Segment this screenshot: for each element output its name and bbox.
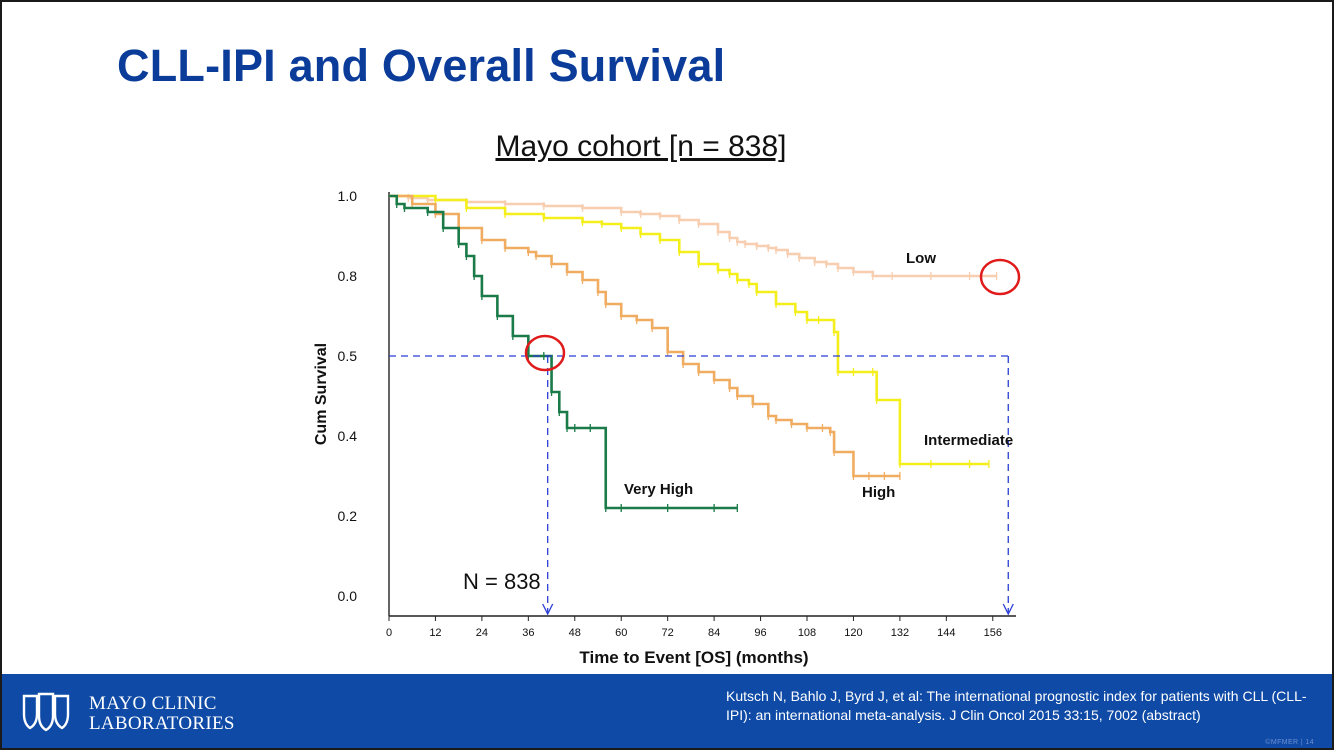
x-tick-label: 36: [522, 627, 534, 639]
median-lines: [389, 355, 1014, 616]
x-tick-label: 24: [476, 627, 488, 639]
copyright-text: ©MFMER | 14: [1265, 739, 1314, 746]
brand-name: MAYO CLINIC LABORATORIES: [89, 694, 235, 734]
chart-title: Mayo cohort [n = 838]: [495, 130, 786, 163]
median-circle-very-high: [524, 334, 566, 372]
mayo-shield-logo-icon: [22, 692, 70, 732]
endpoint-circle-low: [979, 258, 1021, 296]
median-arrow-icon: [1002, 603, 1014, 616]
x-tick-label: 84: [708, 627, 720, 639]
x-tick-label: 60: [615, 627, 627, 639]
series-line-intermediate: [389, 194, 989, 466]
y-axis-label: Cum Survival: [313, 343, 330, 445]
label-very-high: Very High: [624, 481, 693, 498]
y-tick-label: 0.4: [338, 428, 358, 444]
x-tick-label: 48: [569, 627, 581, 639]
series-line-very-high: [389, 194, 738, 510]
x-tick-label: 72: [662, 627, 674, 639]
citation-text: Kutsch N, Bahlo J, Byrd J, et al: The in…: [726, 688, 1307, 723]
x-tick-label: 0: [386, 627, 392, 639]
median-arrow-icon: [542, 603, 554, 616]
y-tick-label: 0.2: [338, 508, 358, 524]
series-line-high: [389, 194, 900, 478]
x-tick-label: 96: [754, 627, 766, 639]
x-tick-label: 156: [984, 627, 1002, 639]
y-tick-label: 0.8: [338, 268, 358, 284]
n-label: N = 838: [463, 569, 541, 594]
x-tick-label: 120: [844, 627, 862, 639]
label-low: Low: [906, 250, 936, 267]
x-tick-label: 12: [429, 627, 441, 639]
slide-title: CLL-IPI and Overall Survival: [117, 40, 726, 91]
series-group: [389, 194, 998, 512]
survival-chart: Mayo cohort [n = 838] 0.0 0.2 0.4 0.5 0.8 1.0…: [313, 130, 1021, 667]
x-axis-label: Time to Event [OS] (months): [579, 648, 808, 667]
y-tick-label: 0.0: [338, 588, 358, 604]
label-intermediate: Intermediate: [924, 432, 1013, 449]
x-tick-label: 132: [891, 627, 909, 639]
label-high: High: [862, 484, 895, 501]
y-tick-label: 0.5: [338, 348, 358, 364]
x-tick-group: 0 12 24 36 48 60 72 84 96 108 120 132 144 156: [386, 616, 1002, 639]
x-tick-label: 108: [798, 627, 816, 639]
brand-line1: MAYO CLINIC: [89, 693, 217, 714]
brand-line2: LABORATORIES: [89, 713, 235, 734]
y-tick-group: 0.0 0.2 0.4 0.5 0.8 1.0: [338, 188, 358, 604]
footer-bar: MAYO CLINIC LABORATORIES Kutsch N, Bahlo…: [2, 674, 1332, 748]
x-tick-label: 144: [937, 627, 955, 639]
y-tick-label: 1.0: [338, 188, 358, 204]
